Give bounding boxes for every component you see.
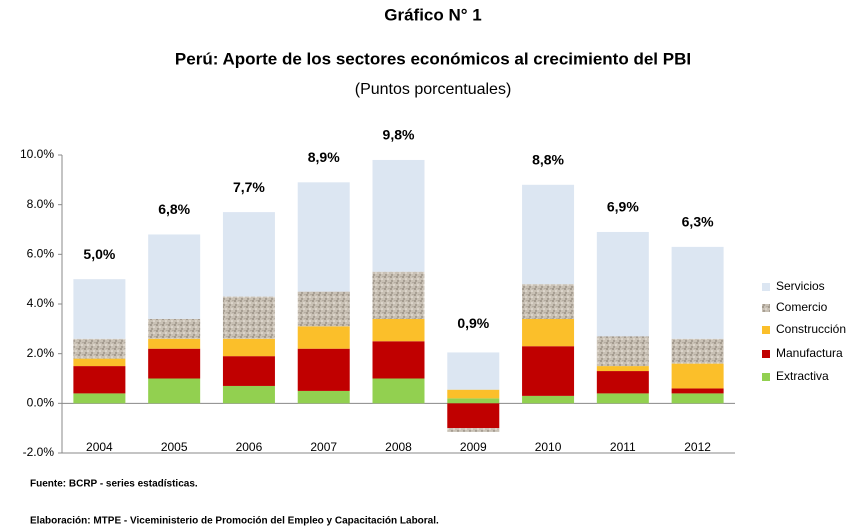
bar-segment — [148, 234, 201, 319]
total-label: 5,0% — [83, 246, 115, 262]
chart-subtitle: Perú: Aporte de los sectores económicos … — [175, 49, 691, 68]
bar-segment — [596, 336, 649, 367]
y-tick-label: 2.0% — [27, 346, 55, 360]
x-tick-label: 2008 — [385, 440, 412, 454]
bar-segment — [596, 231, 649, 337]
total-label: 9,8% — [383, 127, 415, 143]
bar-segment — [372, 159, 425, 272]
x-tick-label: 2005 — [161, 440, 188, 454]
bar-segment — [73, 279, 126, 339]
bar-segment — [297, 348, 350, 391]
bar-segment — [297, 326, 350, 349]
y-tick-label: -2.0% — [23, 445, 55, 459]
bar-segment — [73, 338, 126, 359]
bar-segment — [671, 246, 724, 339]
source-note: Fuente: BCRP - series estadísticas. — [30, 479, 198, 490]
x-tick-label: 2009 — [460, 440, 487, 454]
bar-segment — [148, 318, 201, 339]
total-label: 6,9% — [607, 199, 639, 215]
y-tick-label: 8.0% — [27, 197, 55, 211]
total-label: 8,8% — [532, 152, 564, 168]
legend-swatch — [762, 350, 770, 358]
bar-segment — [447, 403, 500, 429]
bar-segment — [297, 390, 350, 404]
bar-segment — [447, 398, 500, 404]
x-tick-label: 2010 — [535, 440, 562, 454]
x-tick-label: 2011 — [610, 440, 636, 454]
bar-segment — [671, 393, 724, 404]
total-label: 6,3% — [682, 214, 714, 230]
credit-note: Elaboración: MTPE - Viceministerio de Pr… — [30, 516, 439, 527]
unit-label: (Puntos porcentuales) — [355, 81, 512, 98]
legend-swatch — [762, 283, 770, 291]
bar-segment — [522, 395, 575, 404]
bar-segment — [596, 393, 649, 404]
bar-segment — [148, 338, 201, 349]
bar-segment — [222, 296, 275, 339]
bar-segment — [447, 428, 500, 432]
total-label: 7,7% — [233, 179, 265, 195]
bar-segment — [148, 348, 201, 379]
legend-swatch — [762, 304, 770, 312]
x-tick-label: 2006 — [236, 440, 263, 454]
total-label: 6,8% — [158, 201, 190, 217]
x-tick-label: 2012 — [684, 440, 711, 454]
y-tick-label: 10.0% — [20, 147, 54, 161]
bar-segment — [372, 341, 425, 379]
bar-segment — [297, 291, 350, 327]
bar-segment — [222, 212, 275, 297]
bar-segment — [73, 358, 126, 367]
bar-segment — [671, 388, 724, 394]
chart-title: Gráfico N° 1 — [384, 5, 482, 24]
bar-segment — [522, 184, 575, 285]
legend-label: Extractiva — [776, 369, 829, 383]
bar-segment — [447, 389, 500, 399]
bar-segment — [148, 378, 201, 404]
y-tick-label: 4.0% — [27, 296, 55, 310]
bar-segment — [596, 371, 649, 394]
legend-label: Construcción — [776, 322, 846, 336]
bar-segment — [671, 363, 724, 389]
legend-label: Servicios — [776, 279, 825, 293]
total-label: 8,9% — [308, 149, 340, 165]
bar-segment — [447, 352, 500, 390]
x-tick-label: 2007 — [310, 440, 337, 454]
total-label: 0,9% — [457, 315, 489, 331]
bar-segment — [73, 393, 126, 404]
legend-swatch — [762, 373, 770, 381]
bar-segment — [297, 182, 350, 292]
bar-segment — [73, 366, 126, 394]
y-tick-label: 6.0% — [27, 247, 55, 261]
bar-segment — [522, 284, 575, 319]
bar-segment — [522, 318, 575, 347]
bar-segment — [222, 338, 275, 357]
y-tick-label: 0.0% — [27, 396, 55, 410]
legend-label: Comercio — [776, 300, 828, 314]
bar-segment — [222, 356, 275, 386]
legend-label: Manufactura — [776, 346, 843, 360]
bar-segment — [372, 378, 425, 404]
bar-segment — [372, 271, 425, 319]
bar-segment — [222, 385, 275, 404]
legend-swatch — [762, 326, 770, 334]
bar-segment — [372, 318, 425, 342]
bar-segment — [522, 346, 575, 396]
x-tick-label: 2004 — [86, 440, 113, 454]
bar-segment — [596, 366, 649, 372]
bar-segment — [671, 338, 724, 364]
